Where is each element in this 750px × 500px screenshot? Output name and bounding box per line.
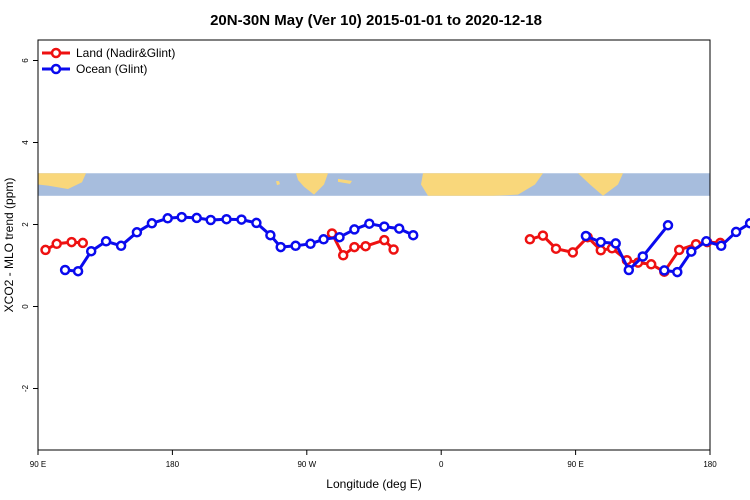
- data-point: [673, 244, 685, 256]
- legend: Land (Nadir&Glint) Ocean (Glint): [42, 46, 175, 76]
- map-ocean: [38, 173, 710, 196]
- map-land-india: [578, 173, 623, 196]
- data-point: [115, 240, 127, 252]
- data-point: [550, 243, 562, 254]
- legend-marker-land: [50, 47, 62, 59]
- y-axis-label: XCO2 - MLO trend (ppm): [2, 178, 16, 313]
- data-point: [595, 236, 607, 248]
- y-tick-label: 2: [21, 222, 30, 227]
- data-point: [407, 229, 419, 241]
- data-point: [349, 241, 360, 253]
- legend-label-land: Land (Nadir&Glint): [76, 46, 175, 60]
- data-point: [524, 234, 536, 245]
- y-tick-label: 0: [21, 304, 30, 309]
- series-layer: [40, 211, 750, 278]
- data-point: [701, 236, 712, 247]
- y-tick-label: 6: [21, 58, 30, 63]
- data-point: [393, 223, 405, 234]
- data-point: [379, 221, 390, 232]
- x-axis-label: Longitude (deg E): [326, 477, 421, 491]
- map-land-cuba: [338, 178, 352, 184]
- x-tick-label: 90 E: [567, 460, 583, 469]
- map-land-north-america: [296, 173, 328, 195]
- x-tick-label: 0: [439, 460, 444, 469]
- data-point: [610, 238, 621, 249]
- data-point: [162, 213, 173, 224]
- series-line: [44, 240, 83, 252]
- data-point: [131, 227, 143, 238]
- data-point: [662, 220, 674, 231]
- data-point: [77, 237, 89, 249]
- data-point: [318, 234, 329, 245]
- y-tick-label: -2: [21, 384, 30, 392]
- data-point: [265, 229, 276, 241]
- data-point: [236, 214, 247, 225]
- data-point: [537, 230, 549, 241]
- data-point: [191, 212, 202, 224]
- data-point: [146, 218, 158, 229]
- data-point: [51, 238, 62, 250]
- data-point: [290, 240, 301, 252]
- data-point: [59, 264, 71, 276]
- data-point: [580, 230, 592, 242]
- data-point: [337, 250, 349, 261]
- map-land-hawaii: [276, 181, 280, 186]
- data-point: [360, 240, 371, 252]
- data-point: [686, 246, 697, 257]
- data-point: [672, 266, 683, 278]
- x-tick-label: 90 E: [30, 460, 46, 469]
- data-point: [40, 244, 51, 256]
- data-point: [623, 264, 635, 276]
- data-point: [715, 240, 727, 252]
- data-point: [72, 265, 84, 277]
- data-point: [388, 244, 399, 255]
- map-land-africa-arabia: [421, 173, 543, 196]
- data-point: [251, 217, 262, 229]
- data-point: [744, 218, 750, 229]
- legend-label-ocean: Ocean (Glint): [76, 62, 147, 76]
- data-point: [221, 213, 232, 225]
- data-point: [176, 211, 187, 223]
- data-point: [334, 231, 345, 243]
- data-point: [66, 236, 77, 248]
- x-tick-label: 180: [166, 460, 180, 469]
- map-strip: [38, 173, 710, 196]
- data-point: [205, 214, 216, 226]
- data-point: [379, 234, 390, 246]
- y-tick-label: 4: [21, 140, 30, 145]
- x-tick-label: 180: [703, 460, 717, 469]
- data-point: [645, 259, 657, 270]
- data-point: [567, 247, 579, 258]
- series-ocean: [59, 211, 750, 278]
- data-point: [659, 265, 670, 276]
- axes: 90 E 180 90 W 0 90 E 180 -2 0 2 4 6: [21, 58, 717, 469]
- data-point: [595, 245, 607, 256]
- map-land-asia-east: [38, 173, 86, 190]
- data-point: [85, 245, 97, 257]
- data-point: [364, 218, 375, 229]
- data-point: [637, 251, 649, 262]
- chart-title: 20N-30N May (Ver 10) 2015-01-01 to 2020-…: [210, 12, 542, 29]
- data-point: [100, 236, 112, 247]
- data-point: [275, 241, 286, 253]
- data-point: [349, 224, 360, 235]
- x-tick-label: 90 W: [297, 460, 316, 469]
- data-point: [305, 238, 316, 250]
- legend-marker-ocean: [50, 63, 62, 75]
- data-point: [730, 226, 742, 238]
